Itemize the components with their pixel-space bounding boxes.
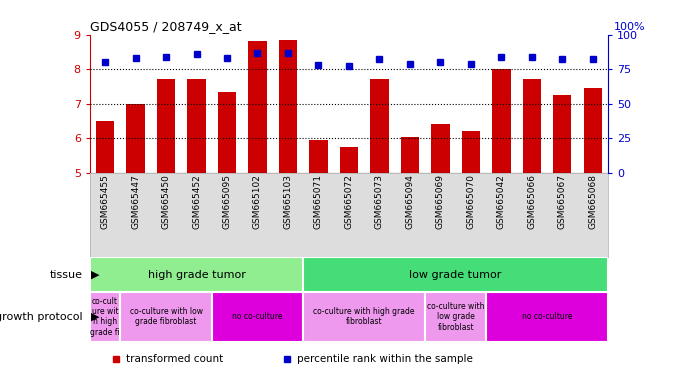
Bar	[187, 79, 206, 173]
Text: GDS4055 / 208749_x_at: GDS4055 / 208749_x_at	[90, 20, 241, 33]
Bar	[462, 131, 480, 173]
Bar	[248, 41, 267, 173]
Bar	[96, 121, 114, 173]
Text: percentile rank within the sample: percentile rank within the sample	[297, 354, 473, 364]
Text: GSM665102: GSM665102	[253, 174, 262, 229]
Text: GSM665068: GSM665068	[588, 174, 597, 230]
Bar	[120, 292, 211, 342]
Text: growth protocol: growth protocol	[0, 312, 83, 322]
Bar	[553, 95, 571, 173]
Text: co-cult
ure wit
h high
grade fi: co-cult ure wit h high grade fi	[91, 297, 120, 337]
Bar	[90, 292, 120, 342]
Bar	[486, 292, 608, 342]
Bar	[303, 257, 608, 292]
Text: GSM665447: GSM665447	[131, 174, 140, 229]
Text: co-culture with low
grade fibroblast: co-culture with low grade fibroblast	[129, 307, 202, 326]
Text: co-culture with
low grade
fibroblast: co-culture with low grade fibroblast	[427, 302, 484, 332]
Text: GSM665070: GSM665070	[466, 174, 475, 230]
Text: 100%: 100%	[614, 22, 645, 32]
Bar	[218, 92, 236, 173]
Bar	[492, 69, 511, 173]
Text: no co-culture: no co-culture	[522, 312, 572, 321]
Bar	[401, 137, 419, 173]
Text: GSM665103: GSM665103	[283, 174, 292, 230]
Text: GSM665072: GSM665072	[344, 174, 354, 229]
Bar	[522, 79, 541, 173]
Text: GSM665071: GSM665071	[314, 174, 323, 230]
Bar	[303, 292, 425, 342]
Text: GSM665073: GSM665073	[375, 174, 384, 230]
Text: GSM665455: GSM665455	[101, 174, 110, 229]
Text: GSM665095: GSM665095	[223, 174, 231, 230]
Text: co-culture with high grade
fibroblast: co-culture with high grade fibroblast	[314, 307, 415, 326]
Text: low grade tumor: low grade tumor	[410, 270, 502, 280]
Text: transformed count: transformed count	[126, 354, 223, 364]
Text: GSM665042: GSM665042	[497, 174, 506, 229]
Text: GSM665094: GSM665094	[406, 174, 415, 229]
Text: tissue: tissue	[50, 270, 83, 280]
Text: no co-culture: no co-culture	[232, 312, 283, 321]
Text: GSM665450: GSM665450	[162, 174, 171, 229]
Bar	[90, 257, 303, 292]
Bar	[157, 79, 176, 173]
Text: ▶: ▶	[91, 312, 100, 322]
Bar	[370, 79, 388, 173]
Bar	[431, 124, 450, 173]
Bar	[126, 104, 144, 173]
Bar	[425, 292, 486, 342]
Bar	[340, 147, 358, 173]
Bar	[310, 140, 328, 173]
Text: GSM665452: GSM665452	[192, 174, 201, 229]
Text: high grade tumor: high grade tumor	[148, 270, 245, 280]
Bar	[279, 40, 297, 173]
Bar	[211, 292, 303, 342]
Text: ▶: ▶	[91, 270, 100, 280]
Text: GSM665069: GSM665069	[436, 174, 445, 230]
Bar	[584, 88, 602, 173]
Text: GSM665066: GSM665066	[527, 174, 536, 230]
Text: GSM665067: GSM665067	[558, 174, 567, 230]
